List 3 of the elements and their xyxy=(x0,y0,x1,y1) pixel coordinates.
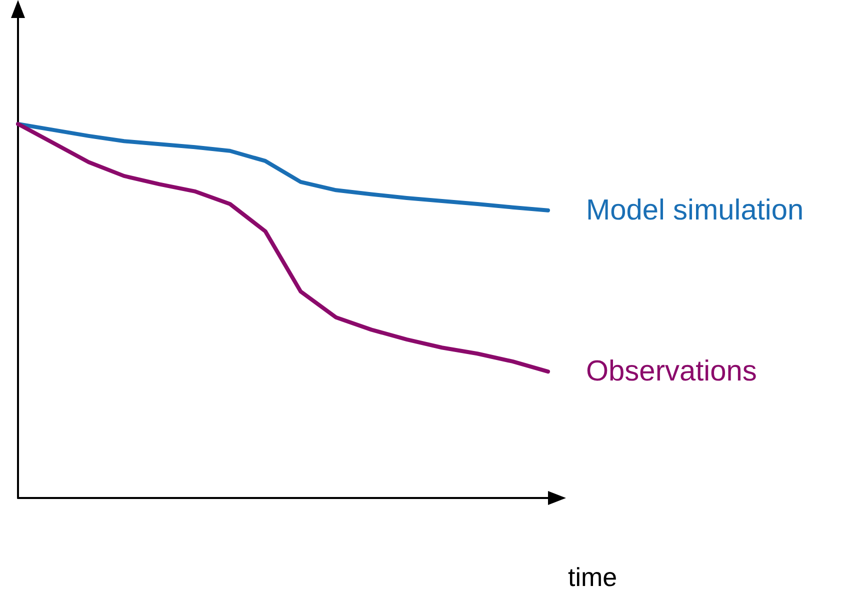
series-label: Observations xyxy=(586,356,757,388)
x-axis-title: time xyxy=(568,562,618,592)
series-label: Model simulation xyxy=(586,194,804,226)
